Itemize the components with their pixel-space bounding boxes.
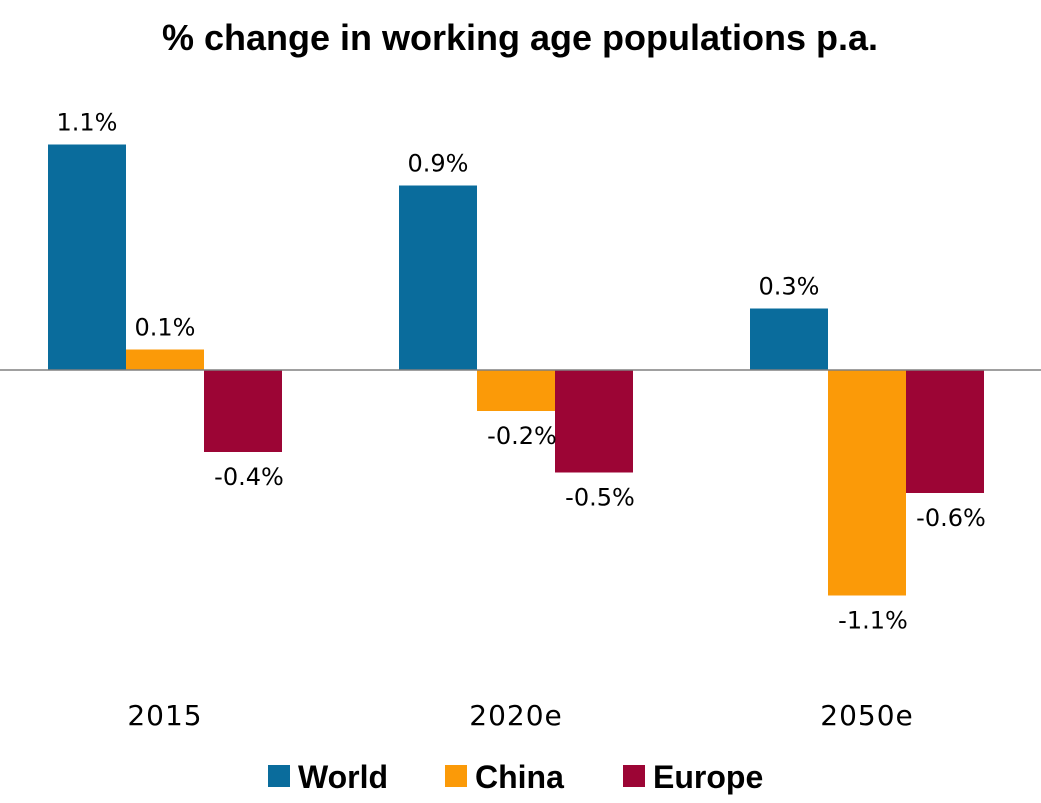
bar-china-2050e	[828, 370, 906, 596]
bar-europe-2015	[204, 370, 282, 452]
legend: World China Europe	[268, 759, 763, 795]
data-label: 1.1%	[57, 109, 118, 137]
legend-swatch-europe	[623, 765, 645, 787]
data-label: 0.1%	[135, 314, 196, 342]
bars-group	[48, 144, 984, 596]
data-label: 0.3%	[759, 273, 820, 301]
legend-label-europe: Europe	[653, 759, 763, 795]
category-label: 2050e	[820, 699, 913, 732]
category-labels-group: 2015 2020e 2050e	[127, 699, 913, 732]
bar-china-2020e	[477, 370, 555, 411]
category-label: 2020e	[469, 699, 562, 732]
chart-title: % change in working age populations p.a.	[162, 17, 878, 58]
legend-label-china: China	[475, 759, 564, 795]
data-label: -1.1%	[838, 607, 908, 635]
data-label: -0.2%	[487, 422, 557, 450]
data-label: -0.4%	[214, 463, 284, 491]
data-label: -0.6%	[916, 504, 986, 532]
bar-world-2015	[48, 144, 126, 370]
value-labels-group: 1.1% 0.1% -0.4% 0.9% -0.2% -0.5% 0.3% -1.1% -0.6…	[57, 109, 986, 635]
bar-world-2020e	[399, 185, 477, 370]
legend-label-world: World	[298, 759, 388, 795]
data-label: 0.9%	[408, 150, 469, 178]
legend-swatch-world	[268, 765, 290, 787]
bar-europe-2020e	[555, 370, 633, 473]
legend-swatch-china	[445, 765, 467, 787]
bar-europe-2050e	[906, 370, 984, 493]
bar-china-2015	[126, 349, 204, 370]
bar-world-2050e	[750, 308, 828, 370]
category-label: 2015	[127, 699, 202, 732]
data-label: -0.5%	[565, 484, 635, 512]
